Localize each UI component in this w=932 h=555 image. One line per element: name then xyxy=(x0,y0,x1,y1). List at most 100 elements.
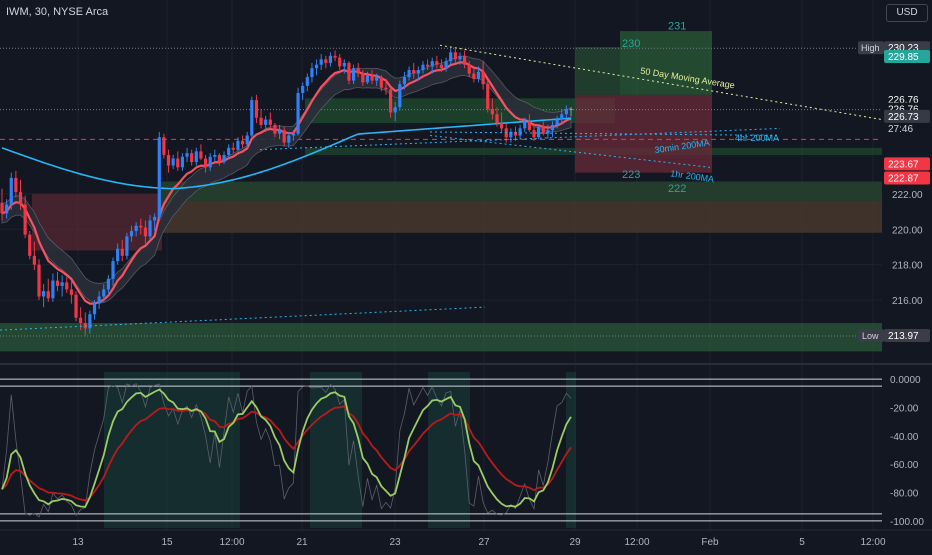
oscillator-raw-line xyxy=(1,383,572,518)
candle-body xyxy=(208,156,212,168)
candle-body xyxy=(310,68,314,78)
candle-body xyxy=(60,282,64,286)
candle-body xyxy=(129,231,134,237)
price-label: 223.67 xyxy=(888,159,919,170)
annotation-label: 231 xyxy=(668,20,686,32)
candle-body xyxy=(106,278,110,290)
candle-body xyxy=(203,158,208,168)
candle-body xyxy=(291,133,296,136)
candle-body xyxy=(370,75,374,81)
candle-body xyxy=(240,140,245,145)
candle-body xyxy=(139,225,143,228)
low-tag-bg xyxy=(858,328,884,342)
candle-body xyxy=(245,135,249,145)
candle-body xyxy=(231,147,235,150)
annotation-label: 4hr 200MA xyxy=(735,133,779,143)
oscillator-tick-label: -20.00 xyxy=(890,403,919,414)
time-tick-label: 15 xyxy=(161,537,173,548)
time-tick-label: 12:00 xyxy=(624,537,649,548)
candle-body xyxy=(190,153,194,163)
candle-body xyxy=(416,70,420,74)
oscillator-tick-label: 0.0000 xyxy=(890,375,921,386)
low-price-label-bg xyxy=(884,328,930,342)
candle-body xyxy=(65,282,69,290)
annotation-label: 230 xyxy=(622,38,640,50)
trend-line-4hr xyxy=(429,131,781,136)
candle-body xyxy=(236,140,240,150)
candle-body xyxy=(365,75,370,83)
moving-average-200 xyxy=(1,117,572,190)
low-tag-label: Low xyxy=(862,331,879,341)
candle-body xyxy=(148,220,152,237)
oscillator-tick-label: -80.00 xyxy=(890,489,919,500)
candle-body xyxy=(166,154,171,166)
candle-body xyxy=(162,137,166,155)
candle-body xyxy=(319,59,323,65)
candle-body xyxy=(351,68,356,81)
candle-body xyxy=(28,234,32,256)
last-price-label-bg xyxy=(884,109,930,123)
candle-body xyxy=(402,77,407,85)
candle-body xyxy=(180,156,185,168)
candle-body xyxy=(185,153,189,157)
candle-body xyxy=(338,57,342,67)
candle-body xyxy=(259,117,263,125)
annotation-label: 223 xyxy=(622,169,640,181)
candle-body xyxy=(9,177,13,205)
time-tick-label: 29 xyxy=(569,537,581,548)
time-tick-label: 12:00 xyxy=(219,537,244,548)
candle-body xyxy=(92,303,97,315)
candle-body xyxy=(125,236,129,256)
symbol-header[interactable]: IWM, 30, NYSE Arca xyxy=(6,6,109,18)
candle-body xyxy=(171,158,175,166)
target-profit-zone xyxy=(575,47,620,95)
candle-body xyxy=(425,64,430,67)
candle-body xyxy=(412,70,416,74)
demand-zone xyxy=(0,323,882,352)
candle-body xyxy=(458,55,462,60)
candle-body xyxy=(444,61,448,69)
oscillator-fast-line xyxy=(1,388,572,508)
candle-body xyxy=(199,151,203,159)
oscillator-zone xyxy=(428,372,470,528)
candle-body xyxy=(388,89,393,113)
price-label: 229.85 xyxy=(888,52,919,63)
candle-body xyxy=(134,225,138,232)
candle-body xyxy=(500,123,504,129)
candle-body xyxy=(546,130,550,134)
low-price-label: 213.97 xyxy=(888,331,919,342)
high-tag-label: High xyxy=(861,43,880,53)
candle-body xyxy=(273,124,277,134)
candle-body xyxy=(518,128,522,136)
target-loss-zone xyxy=(575,94,712,173)
time-tick-label: Feb xyxy=(701,537,719,548)
candle-body xyxy=(532,130,536,138)
trend-line-30min xyxy=(259,127,781,151)
time-tick-label: 12:00 xyxy=(860,537,885,548)
ma-band xyxy=(1,55,572,304)
candle-body xyxy=(217,154,222,163)
candle-body xyxy=(55,280,60,286)
oscillator-zone xyxy=(566,372,576,528)
candle-body xyxy=(523,121,527,129)
candle-body xyxy=(314,64,319,69)
candle-body xyxy=(509,131,513,138)
candle-body xyxy=(97,296,101,304)
oscillator-zone xyxy=(310,372,362,528)
price-label-bg xyxy=(884,171,930,185)
price-tick-label: 222.00 xyxy=(892,190,923,201)
candle-body xyxy=(143,227,148,237)
candle-body xyxy=(0,202,4,214)
candle-body xyxy=(227,147,231,155)
price-axis-bg xyxy=(882,0,932,550)
candle-body xyxy=(305,77,309,86)
time-tick-label: 21 xyxy=(296,537,308,548)
candle-body xyxy=(5,204,9,214)
candle-body xyxy=(486,84,490,109)
candle-body xyxy=(513,131,518,136)
currency-button[interactable]: USD xyxy=(886,4,928,22)
candle-body xyxy=(111,261,115,279)
candle-body xyxy=(569,108,573,111)
